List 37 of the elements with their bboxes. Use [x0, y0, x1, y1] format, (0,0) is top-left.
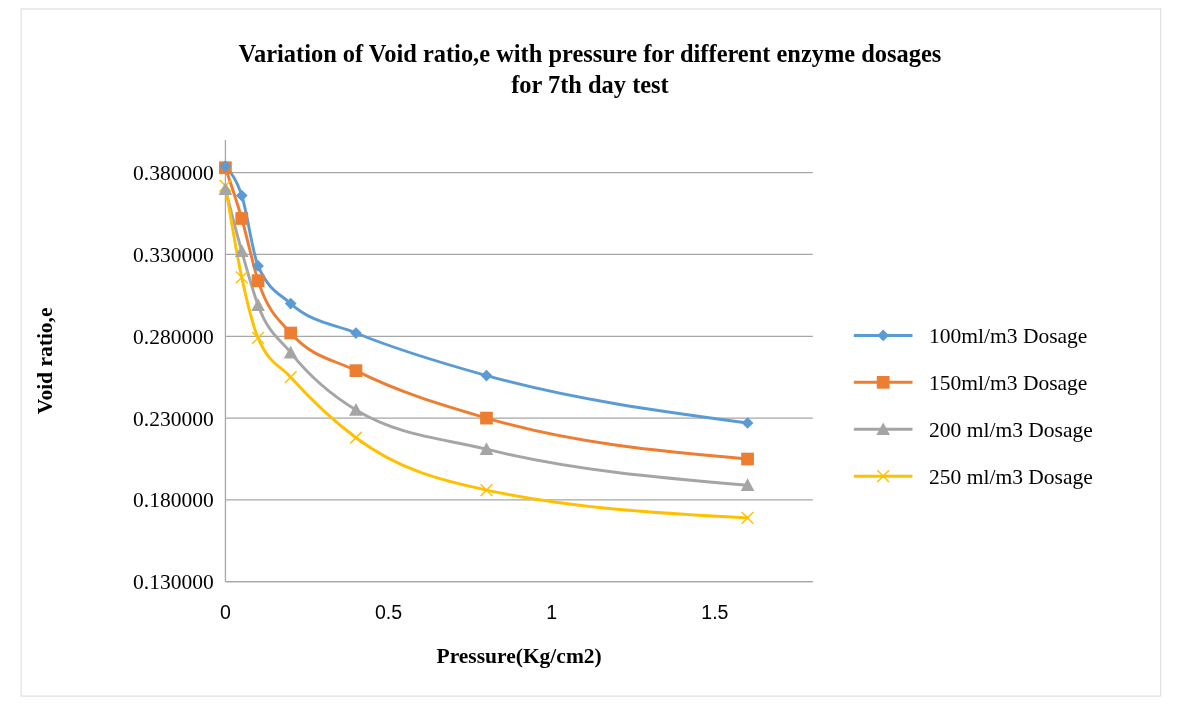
x-axis-title: Pressure(Kg/cm2) [436, 643, 602, 668]
point [740, 511, 755, 525]
point [349, 364, 363, 377]
point [480, 411, 493, 425]
point [251, 298, 265, 312]
point [741, 417, 754, 429]
legend-label: 200 ml/m3 Dosage [929, 417, 1093, 442]
point [740, 478, 755, 492]
y-tick-label: 0.280000 [133, 324, 214, 349]
point [349, 403, 363, 416]
point [283, 345, 298, 359]
point [251, 274, 265, 288]
legend-label: 100ml/m3 Dosage [929, 323, 1088, 348]
legend-label: 250 ml/m3 Dosage [929, 464, 1093, 489]
y-tick-label: 0.130000 [133, 570, 214, 595]
point [349, 431, 363, 445]
y-axis-title: Void ratio,e [33, 307, 58, 415]
y-tick-label: 0.180000 [133, 488, 214, 513]
x-tick-label: 1 [546, 600, 558, 623]
point [235, 212, 249, 225]
point [234, 244, 249, 258]
y-tick-label: 0.330000 [133, 243, 214, 267]
point [235, 189, 248, 202]
y-tick-label: 0.380000 [133, 161, 214, 186]
point [479, 442, 494, 456]
point [251, 331, 265, 345]
point [235, 270, 249, 284]
point [741, 452, 754, 466]
y-tick-label: 0.230000 [133, 406, 214, 431]
x-tick-label: 0.5 [375, 600, 403, 623]
point [284, 297, 297, 310]
chart-title: Variation of Void ratio,e with pressure for different enzyme dosages for 7th day test [238, 39, 942, 99]
x-tick-label: 0 [219, 600, 231, 623]
legend-label: 150ml/m3 Dosage [929, 370, 1088, 395]
point [479, 483, 494, 497]
x-tick-label: 1.5 [701, 600, 729, 623]
point [284, 326, 298, 340]
